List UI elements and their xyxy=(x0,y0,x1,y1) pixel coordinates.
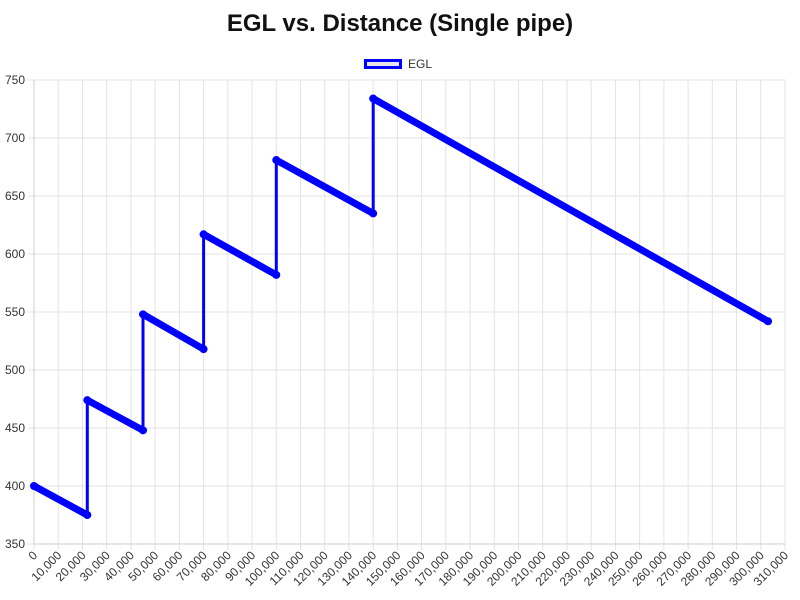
series-segment xyxy=(83,396,147,434)
series-segment xyxy=(272,156,377,217)
y-tick-label: 650 xyxy=(5,189,25,203)
y-tick-label: 450 xyxy=(5,421,25,435)
data-point xyxy=(369,209,378,218)
data-point xyxy=(764,317,773,326)
series-line-egl xyxy=(33,97,769,517)
y-tick-label: 700 xyxy=(5,131,25,145)
series-segment xyxy=(369,95,772,325)
legend-swatch xyxy=(364,59,402,69)
data-point xyxy=(139,310,148,319)
data-point xyxy=(272,270,281,279)
y-tick-label: 400 xyxy=(5,479,25,493)
y-tick-label: 600 xyxy=(5,247,25,261)
data-point xyxy=(83,511,92,519)
chart-title: EGL vs. Distance (Single pipe) xyxy=(226,10,574,37)
series-segment xyxy=(139,310,208,353)
data-point xyxy=(30,482,38,490)
data-point xyxy=(272,156,281,165)
series-segment xyxy=(200,230,280,279)
data-point xyxy=(83,396,92,405)
x-tick-label: 0 xyxy=(25,548,40,563)
data-point xyxy=(199,345,208,354)
y-tick-label: 750 xyxy=(5,73,25,87)
data-point xyxy=(139,426,148,435)
y-tick-label: 500 xyxy=(5,363,25,377)
data-point xyxy=(369,94,378,103)
data-point xyxy=(199,230,208,239)
series-segment xyxy=(30,482,91,519)
y-tick-label: 550 xyxy=(5,305,25,319)
legend[interactable]: EGL xyxy=(364,57,432,71)
legend-label-egl: EGL xyxy=(408,57,433,71)
y-tick-label: 350 xyxy=(5,537,25,551)
